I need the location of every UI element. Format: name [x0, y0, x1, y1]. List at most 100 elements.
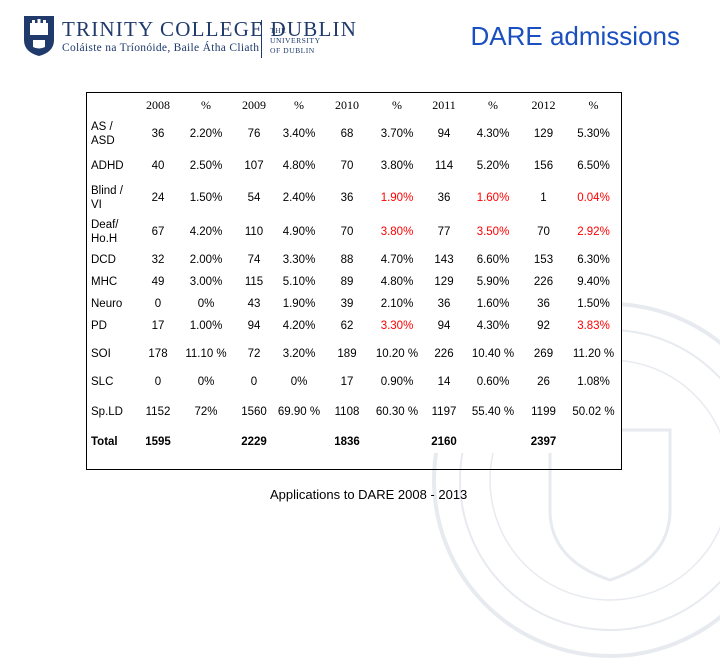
row-label: Sp.LD [91, 406, 123, 418]
table-cell: 70 [537, 226, 550, 238]
table-cell: 110 [244, 226, 264, 238]
table-cell: 5.20% [476, 160, 510, 172]
table-cell: 143 [434, 254, 454, 266]
table-cell: 5.90% [476, 276, 510, 288]
column-header: 2012 [531, 98, 556, 112]
table-cell: 2.50% [189, 160, 223, 172]
table-cell: 36 [437, 192, 451, 204]
table-row: AS / ASD 36 2.20% 76 3.40% 68 3.70% 94 4.30% 129 5… [87, 117, 621, 151]
column-header: % [488, 98, 498, 112]
table-cell: 129 [533, 128, 554, 140]
table-cell: 36 [151, 128, 165, 140]
table-cell: 4.30% [476, 128, 510, 140]
column-header [87, 93, 137, 117]
table-cell: 1.60% [476, 192, 510, 204]
table-cell [465, 431, 521, 453]
table-cell: 6.30% [577, 254, 610, 266]
table-cell: 4.20% [189, 226, 223, 238]
table-cell: 4.20% [282, 320, 316, 332]
table-cell: 6.50% [577, 160, 610, 172]
table-cell: 2.20% [189, 128, 223, 140]
table-cell: 70 [340, 160, 354, 172]
table-cell: 39 [340, 298, 354, 310]
table-cell: 153 [533, 254, 554, 266]
table-cell: 1.50% [577, 298, 610, 310]
table-cell: 1.90% [282, 298, 316, 310]
table-cell: 77 [437, 226, 451, 238]
table-cell: 55.40 % [471, 406, 515, 418]
table-cell [275, 431, 323, 453]
table-cell: 4.90% [282, 226, 316, 238]
row-label: ADHD [91, 160, 124, 172]
table-cell: 36 [340, 192, 354, 204]
row-label: MHC [91, 276, 118, 288]
table-cell: 4.70% [380, 254, 414, 266]
table-cell: 14 [437, 376, 451, 388]
logo-university-of-dublin: THE UNIVERSITY OF DUBLIN [270, 26, 321, 55]
table-cell: 1836 [334, 436, 360, 448]
table-cell: 60.30 % [375, 406, 419, 418]
column-header: 2008 [146, 98, 170, 112]
table-cell: 1108 [334, 406, 360, 418]
table-cell: 74 [247, 254, 261, 266]
table-cell: 0 [154, 376, 162, 388]
table-row: Total 1595 2229 1836 2160 2397 [87, 431, 621, 453]
table-cell: 115 [244, 276, 264, 288]
table-cell: 2.00% [189, 254, 223, 266]
table-cell: 67 [151, 226, 165, 238]
table-cell: 189 [337, 348, 357, 360]
table-cell: 9.40% [577, 276, 610, 288]
table-cell: 0% [290, 376, 308, 388]
table-cell: 129 [434, 276, 454, 288]
table-row: SOI 178 11.10 % 72 3.20% 189 10.20 % 226 10.40 %… [87, 337, 621, 371]
table-cell: 94 [437, 128, 451, 140]
row-label: SLC [91, 376, 114, 388]
table-cell: 89 [340, 276, 354, 288]
table-cell: 178 [148, 348, 168, 360]
row-label: AS / ASD [91, 121, 115, 147]
column-header: % [294, 98, 304, 112]
table-row: SLC 0 0% 0 0% 17 0.90% 14 0.60% 26 1.08% [87, 371, 621, 393]
table-cell: 94 [437, 320, 451, 332]
logo-wordmark: TRINITY COLLEGE DUBLIN [62, 17, 358, 41]
table-cell: 50.02 % [572, 406, 615, 418]
table-cell: 0.60% [476, 376, 510, 388]
table-cell: 72% [194, 406, 218, 418]
column-header: % [588, 98, 599, 112]
logo-divider [261, 20, 262, 58]
table-cell: 1 [540, 192, 547, 204]
dare-admissions-table: 2008% 2009% 2010% 2011% 2012% AS / ASD 36 2.20%… [87, 93, 621, 453]
table-cell: 2397 [530, 436, 557, 448]
row-label: Deaf/ Ho.H [91, 219, 119, 245]
table-cell: 226 [434, 348, 454, 360]
tcd-crest-icon [24, 16, 54, 56]
table-cell: 2.40% [282, 192, 316, 204]
table-cell: 3.80% [380, 160, 414, 172]
table-row: Sp.LD 1152 72% 1560 69.90 % 1108 60.30 % 1197 55… [87, 393, 621, 431]
table-cell: 0.04% [577, 192, 610, 204]
table-cell: 6.60% [476, 254, 510, 266]
row-label: Total [91, 436, 118, 448]
table-cell: 4.80% [282, 160, 316, 172]
table-cell: 226 [533, 276, 554, 288]
table-cell: 11.20 % [572, 348, 615, 360]
table-cell: 3.30% [282, 254, 316, 266]
table-cell: 2.92% [577, 226, 610, 238]
table-cell: 24 [151, 192, 165, 204]
table-cell: 36 [437, 298, 451, 310]
table-cell: 3.00% [189, 276, 223, 288]
column-header: % [392, 98, 402, 112]
table-row: ADHD 40 2.50% 107 4.80% 70 3.80% 114 5.20% 156 6.5… [87, 151, 621, 181]
row-label: DCD [91, 254, 116, 266]
table-cell: 11.10 % [185, 348, 227, 360]
row-label: SOI [91, 348, 111, 360]
table-cell: 114 [434, 160, 454, 172]
table-cell: 3.50% [476, 226, 510, 238]
table-cell: 156 [533, 160, 554, 172]
table-cell: 1.00% [189, 320, 223, 332]
table-cell: 26 [537, 376, 550, 388]
table-cell: 54 [247, 192, 261, 204]
table-row: Blind / VI 24 1.50% 54 2.40% 36 1.90% 36 1.60% 1 0… [87, 181, 621, 215]
table-cell: 72 [247, 348, 261, 360]
table-cell: 3.80% [380, 226, 414, 238]
